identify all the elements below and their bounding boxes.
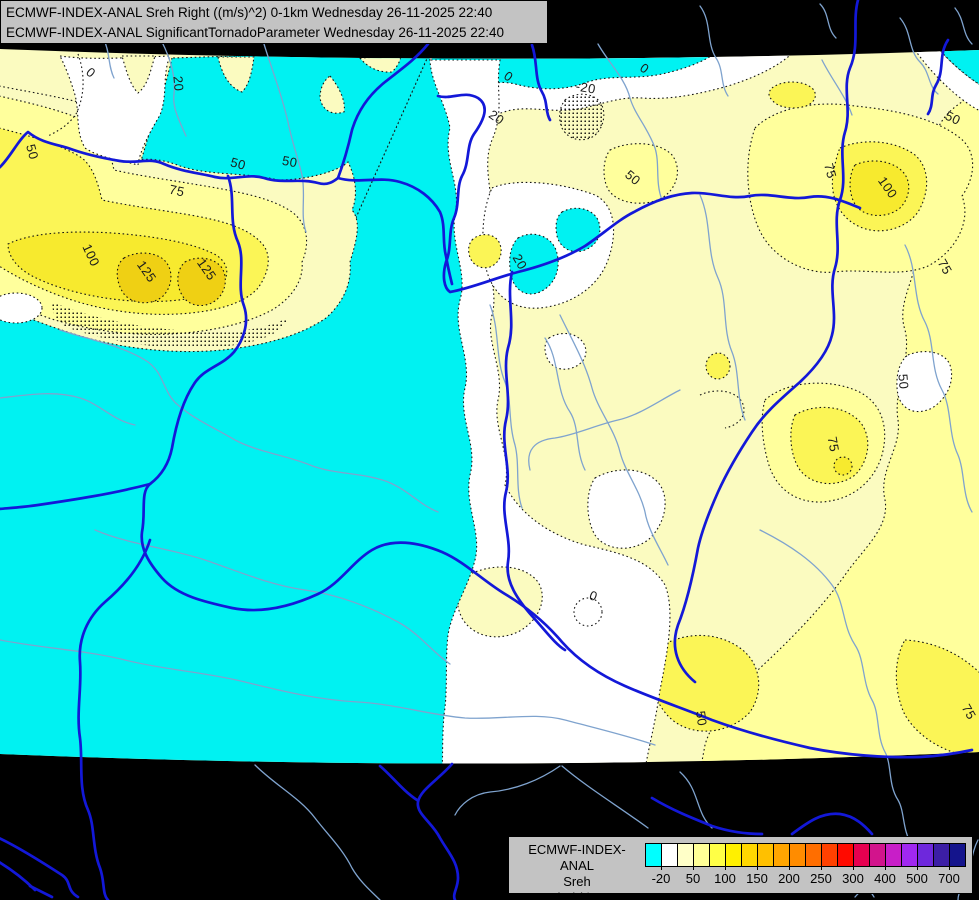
- colorbar-cell: [645, 843, 662, 867]
- colorbar-cell: [662, 843, 678, 867]
- colorbar-tick-label: 100: [714, 871, 736, 886]
- colorbar-tick-label: 700: [938, 871, 960, 886]
- colorbar-cell: [790, 843, 806, 867]
- srh-fill-field: [0, 49, 979, 764]
- colorbar-tick-mark: [661, 865, 662, 870]
- contour-label: 75: [959, 701, 979, 722]
- colorbar-tick-label: 150: [746, 871, 768, 886]
- colorbar-tick-mark: [725, 865, 726, 870]
- colorbar-cell: [774, 843, 790, 867]
- contour-label: 20: [486, 107, 507, 128]
- contour-label: 50: [281, 153, 299, 170]
- colorbar-cell: [822, 843, 838, 867]
- contour-label: 75: [935, 256, 956, 277]
- legend-parameter: Sreh: [563, 874, 591, 889]
- legend-units: (m/s)^2: [555, 890, 599, 900]
- colorbar-cell: [758, 843, 774, 867]
- contour-label: 20: [170, 75, 186, 92]
- contour-label: 50: [895, 373, 911, 390]
- colorbar-tick-mark: [693, 865, 694, 870]
- colorbar-cell: [694, 843, 710, 867]
- colorbar-tick-label: 300: [842, 871, 864, 886]
- colorbar-tick-mark: [757, 865, 758, 870]
- colorbar-cell: [678, 843, 694, 867]
- legend-panel: ECMWF-INDEX-ANAL Sreh (m/s)^2 -20 50 100 15…: [508, 836, 973, 900]
- title-bar: ECMWF-INDEX-ANAL Sreh Right ((m/s)^2) 0-…: [0, 0, 548, 44]
- colorbar-cell: [918, 843, 934, 867]
- colorbar-tick-label: 400: [874, 871, 896, 886]
- colorbar-cell: [806, 843, 822, 867]
- colorbar-cell: [854, 843, 870, 867]
- colorbar-tick-label: 500: [906, 871, 928, 886]
- colorbar-cells: [645, 843, 966, 867]
- title-line-1: ECMWF-INDEX-ANAL Sreh Right ((m/s)^2) 0-…: [6, 5, 493, 20]
- contour-label: 50: [229, 154, 248, 172]
- contour-label: 75: [821, 162, 839, 181]
- legend-model: ECMWF-INDEX-ANAL: [528, 842, 626, 873]
- colorbar-cell: [934, 843, 950, 867]
- contour-label: 75: [825, 435, 842, 453]
- colorbar-tick-label: 250: [810, 871, 832, 886]
- colorbar-tick-mark: [885, 865, 886, 870]
- colorbar-cell: [870, 843, 886, 867]
- contour-label: 75: [168, 182, 186, 200]
- colorbar-tick-label: -20: [651, 871, 671, 886]
- colorbar-cell: [710, 843, 726, 867]
- colorbar-tick-mark: [853, 865, 854, 870]
- contour-label: 20: [510, 251, 531, 272]
- river-lines: [0, 3, 979, 900]
- colorbar-tick-label: 50: [685, 871, 701, 886]
- title-line-2: ECMWF-INDEX-ANAL SignificantTornadoParam…: [6, 25, 504, 40]
- colorbar-cell: [950, 843, 966, 867]
- stp-stipple-band: [52, 302, 288, 348]
- contour-label: 50: [943, 108, 963, 128]
- contour-label: -20: [575, 78, 597, 96]
- colorbar-cell: [742, 843, 758, 867]
- colorbar: -20 50 100 150 200 250 300 400 500 700: [645, 843, 967, 891]
- colorbar-cell: [838, 843, 854, 867]
- colorbar-cell: [726, 843, 742, 867]
- colorbar-tick-mark: [949, 865, 950, 870]
- contour-label: 50: [23, 143, 41, 162]
- legend-text: ECMWF-INDEX-ANAL Sreh (m/s)^2: [513, 842, 641, 900]
- colorbar-cell: [902, 843, 918, 867]
- stp-stipple-spot: [559, 93, 605, 141]
- colorbar-tick-label: 200: [778, 871, 800, 886]
- colorbar-tick-mark: [917, 865, 918, 870]
- colorbar-cell: [886, 843, 902, 867]
- contour-label: 50: [693, 710, 710, 727]
- colorbar-tick-mark: [789, 865, 790, 870]
- colorbar-tick-mark: [821, 865, 822, 870]
